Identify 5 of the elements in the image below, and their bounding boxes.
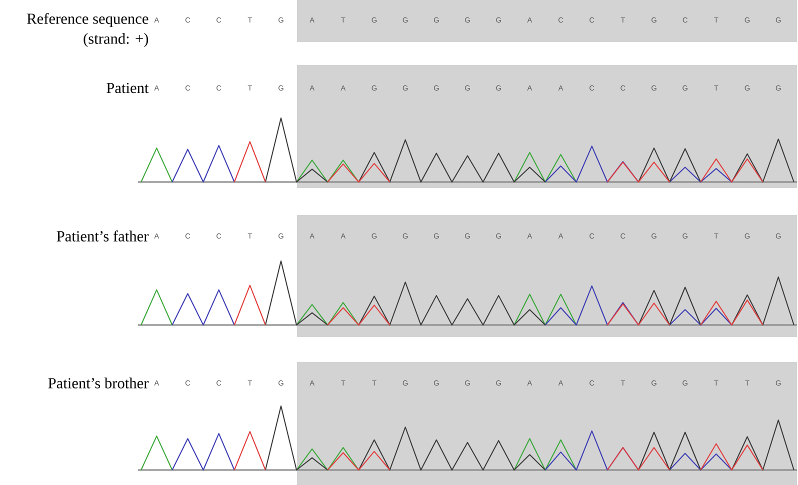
chart-title: Patient [106, 82, 149, 94]
text: Reference sequence [27, 12, 148, 28]
chart-title: Patient’s father [56, 230, 149, 242]
text: (strand: +) [84, 33, 148, 47]
chart-title: Patient’s brother [48, 378, 149, 388]
